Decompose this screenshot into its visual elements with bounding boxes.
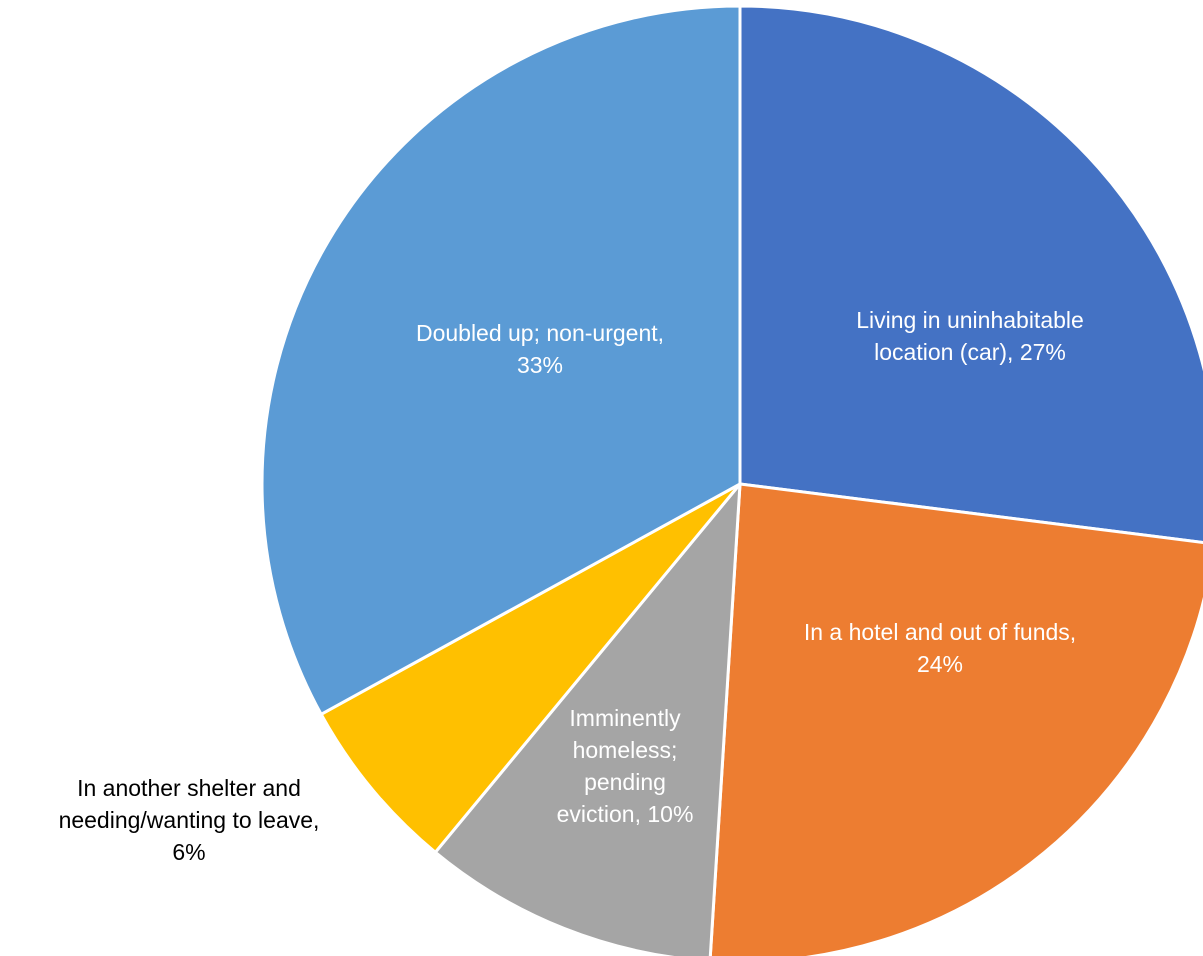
slice-label: Imminently homeless; pending eviction, 10% xyxy=(557,705,694,827)
slice-label-line: Doubled up; non-urgent, xyxy=(416,320,664,346)
slice-label-line: 33% xyxy=(517,352,563,378)
pie-slice xyxy=(433,482,742,956)
slice-label-line: Imminently xyxy=(569,705,681,731)
slice-label-line: Living in uninhabitable xyxy=(856,307,1084,333)
slice-label: Living in uninhabitable location (car), 2… xyxy=(856,307,1084,365)
labels-layer: Living in uninhabitable location (car), 2… xyxy=(59,307,1084,865)
slice-label-line: 6% xyxy=(172,839,205,865)
slice-label-line: eviction, 10% xyxy=(557,801,694,827)
slice-label: In a hotel and out of funds, 24% xyxy=(804,619,1076,677)
slice-label-line: 24% xyxy=(917,651,963,677)
pie-slice xyxy=(319,482,742,854)
pie-slice xyxy=(708,482,1203,956)
slice-label-line: homeless; xyxy=(573,737,678,763)
slices-layer xyxy=(260,4,1203,956)
pie-slice xyxy=(260,4,742,716)
slice-label: Doubled up; non-urgent, 33% xyxy=(416,320,664,378)
slice-label: In another shelter and needing/wanting to… xyxy=(59,775,320,865)
slice-label-line: In a hotel and out of funds, xyxy=(804,619,1076,645)
slice-label-line: needing/wanting to leave, xyxy=(59,807,320,833)
slice-label-line: pending xyxy=(584,769,666,795)
slice-label-line: In another shelter and xyxy=(77,775,301,801)
pie-slice xyxy=(738,4,1203,545)
slice-label-line: location (car), 27% xyxy=(874,339,1066,365)
